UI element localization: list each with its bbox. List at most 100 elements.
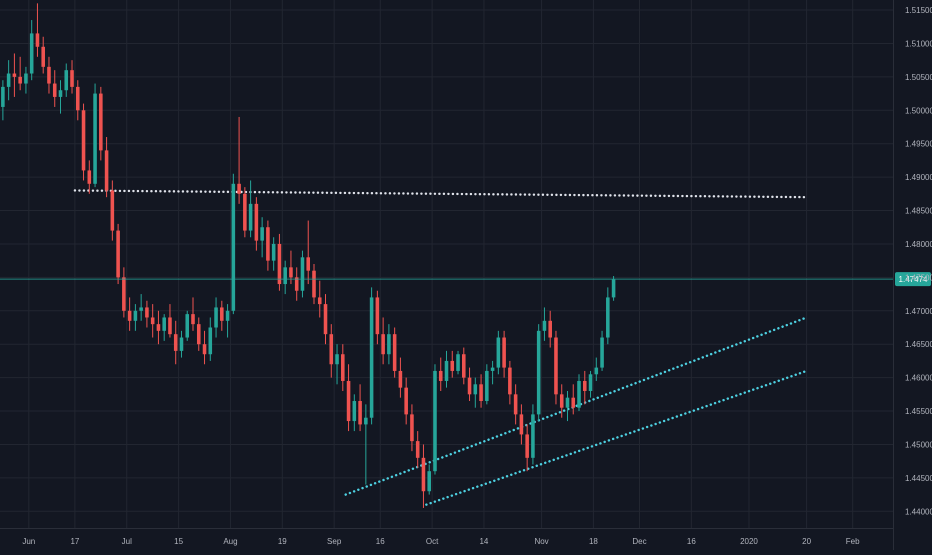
candle	[179, 330, 184, 358]
candle	[387, 324, 391, 365]
candle	[196, 317, 201, 351]
candle-body	[266, 227, 270, 261]
candle-body	[387, 334, 391, 355]
candle	[237, 116, 241, 204]
candle	[306, 220, 311, 285]
candle-body	[81, 110, 86, 171]
candle-body	[254, 203, 259, 241]
candle-body	[139, 307, 143, 311]
resistance-line[interactable]	[73, 189, 808, 199]
candle-body	[133, 310, 138, 321]
candle	[162, 314, 166, 341]
candle	[110, 180, 115, 241]
candle	[421, 444, 426, 508]
candle-body	[306, 257, 311, 271]
candle	[508, 360, 512, 405]
candle	[214, 297, 218, 338]
candle-body	[52, 83, 57, 97]
candle	[266, 220, 270, 271]
y-tick-label: 1.51500	[905, 6, 932, 15]
x-tick-label: 14	[479, 537, 488, 546]
candle	[364, 404, 368, 485]
candle	[559, 384, 564, 418]
y-tick-label: 1.46000	[905, 374, 932, 383]
candle-body	[312, 270, 316, 298]
candle	[52, 70, 57, 107]
candle	[93, 83, 97, 188]
candle	[519, 404, 524, 445]
x-tick-label: 19	[278, 537, 287, 546]
candle-body	[271, 243, 276, 261]
candle-body	[64, 70, 69, 91]
candle-body	[490, 367, 495, 371]
x-tick-label: 2020	[740, 537, 758, 546]
channel-lower-line[interactable]	[425, 369, 808, 506]
candle-body	[398, 370, 403, 388]
candle	[341, 344, 345, 391]
candle-body	[600, 337, 604, 368]
candle-body	[202, 344, 207, 355]
candle-body	[410, 414, 414, 442]
candle-body	[559, 394, 564, 408]
candle-body	[248, 203, 253, 231]
candle-body	[456, 354, 460, 371]
last-price-badge	[895, 272, 931, 287]
candle-body	[93, 93, 97, 184]
candle	[444, 350, 449, 388]
candle-body	[496, 337, 501, 368]
candle-body	[283, 267, 287, 285]
candle-body	[421, 457, 426, 492]
candle	[496, 330, 501, 375]
candle	[369, 287, 374, 425]
candle-body	[231, 183, 236, 311]
y-tick-label: 1.51000	[905, 39, 932, 48]
candle	[35, 3, 40, 57]
candle	[358, 384, 362, 432]
candle-body	[519, 414, 524, 435]
candle	[531, 404, 535, 465]
candle	[58, 80, 63, 114]
x-tick-label: Dec	[632, 537, 646, 546]
candle-body	[565, 397, 570, 408]
candle-body	[467, 377, 472, 395]
candle	[24, 66, 28, 94]
candle	[312, 264, 316, 305]
last-price-label: 1.47474	[899, 275, 928, 284]
candle-body	[611, 279, 616, 298]
candle-body	[548, 320, 552, 338]
candle	[317, 280, 322, 318]
candle-body	[473, 384, 478, 395]
candle	[248, 180, 253, 238]
candle-body	[571, 397, 576, 408]
candle-body	[554, 337, 558, 395]
candle	[611, 276, 616, 301]
candle-body	[479, 384, 483, 402]
y-tick-label: 1.44500	[905, 474, 932, 483]
x-tick-label: Aug	[223, 537, 237, 546]
candle-body	[24, 73, 28, 84]
y-tick-label: 1.47500	[905, 273, 932, 282]
candle-body	[513, 394, 518, 415]
candle	[127, 297, 132, 331]
candle-body	[162, 317, 166, 331]
candle	[479, 374, 483, 408]
candle	[225, 304, 230, 338]
candle-body	[260, 227, 264, 241]
candle	[81, 103, 86, 181]
candle	[565, 390, 570, 422]
candle	[410, 404, 414, 452]
candle-body	[364, 417, 368, 425]
candle	[173, 320, 178, 365]
candle-body	[369, 297, 374, 418]
candle-body	[289, 267, 293, 278]
last-price-line: 1.47474	[0, 272, 931, 287]
candle-body	[341, 354, 345, 381]
candle	[145, 300, 149, 328]
candle	[582, 370, 587, 405]
candle	[29, 20, 34, 81]
candle-body	[173, 334, 178, 351]
candle	[346, 364, 351, 432]
